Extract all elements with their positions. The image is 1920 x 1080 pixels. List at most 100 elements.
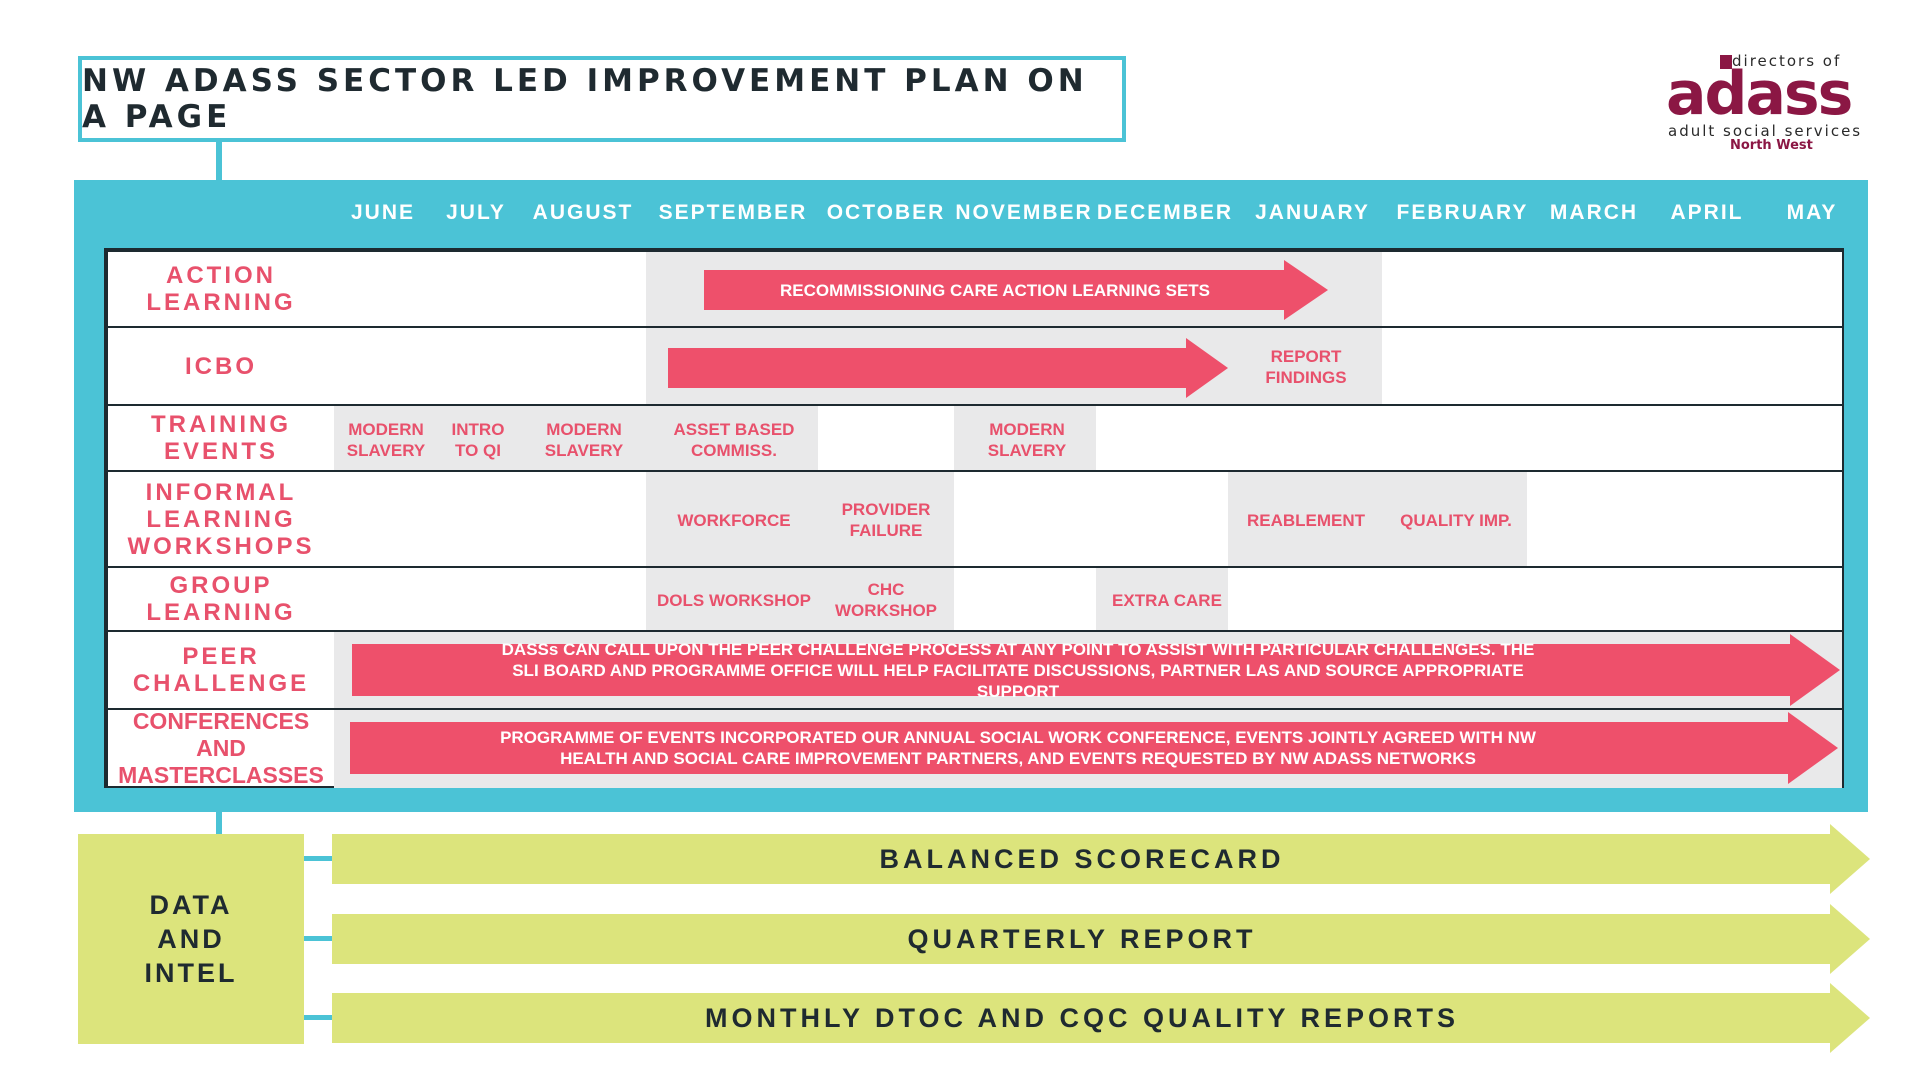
grid-cell <box>1643 568 1753 632</box>
training-september-asset-based: ASSET BASED COMMISS. <box>673 420 795 460</box>
grid-cell <box>1382 252 1529 328</box>
training-november-modern-slavery: MODERN SLAVERY <box>987 420 1067 460</box>
group-october-chc-workshop: CHC WORKSHOP <box>835 580 937 620</box>
logo-directors-text: directors of <box>1732 52 1842 70</box>
logo-brand-text: adass <box>1666 59 1853 129</box>
grid-cell <box>518 568 648 632</box>
grid-cell <box>1382 568 1529 632</box>
title-box: NW ADASS SECTOR LED IMPROVEMENT PLAN ON … <box>78 56 1126 142</box>
grid-cell <box>646 472 820 568</box>
grid-cell <box>1096 568 1238 632</box>
month-header-july: JULY <box>446 201 506 224</box>
grid-cell <box>334 406 436 472</box>
data-and-intel-box: DATA AND INTEL <box>78 834 304 1044</box>
balanced-scorecard-label: BALANCED SCORECARD <box>879 843 1285 874</box>
grid-cell <box>1382 406 1529 472</box>
month-header-february: FEBRUARY <box>1396 201 1529 224</box>
grid-cell <box>1643 252 1753 328</box>
month-header-may: MAY <box>1786 201 1838 224</box>
monthly-reports-label: MONTHLY DTOC AND CQC QUALITY REPORTS <box>704 1002 1460 1033</box>
grid-cell <box>1228 472 1384 568</box>
action-learning-arrowhead <box>1284 260 1328 320</box>
grid-cell <box>1228 328 1384 406</box>
informal-october-provider-failure: PROVIDER FAILURE <box>841 500 931 540</box>
grid-cell <box>1643 406 1753 472</box>
grid-cell <box>1527 472 1645 568</box>
training-july-intro-to-qi: INTRO TO QI <box>451 420 505 460</box>
grid-cell <box>954 472 1098 568</box>
row-label-icbo: ICBO <box>108 328 336 406</box>
group-december-extra-care: EXTRA CARE <box>1112 590 1222 610</box>
plan-grid: ACTION LEARNING ICBO TRAINING EVENTS INF… <box>104 248 1844 788</box>
grid-cell <box>434 406 520 472</box>
grid-cell <box>1643 328 1753 406</box>
quarterly-report-arrowhead <box>1830 904 1870 974</box>
grid-cell <box>434 328 520 406</box>
peer-challenge-arrow-text: DASSs CAN CALL UPON THE PEER CHALLENGE P… <box>501 639 1535 701</box>
data-connector-1 <box>304 856 332 861</box>
data-connector-2 <box>304 936 332 941</box>
grid-cell <box>1527 568 1645 632</box>
row-label-group-learning: GROUP LEARNING <box>108 568 336 632</box>
training-june-modern-slavery: MODERN SLAVERY <box>346 420 426 460</box>
grid-cell <box>518 472 648 568</box>
logo-d-box <box>1720 55 1732 69</box>
grid-cell <box>1527 252 1645 328</box>
row-label-action-learning: ACTION LEARNING <box>108 252 336 328</box>
grid-cell <box>334 472 436 568</box>
icbo-report-findings: REPORT FINDINGS <box>1265 347 1347 387</box>
group-september-dols-workshop: DOLS WORKSHOP <box>657 590 811 610</box>
grid-cell <box>1382 328 1529 406</box>
grid-cell <box>646 406 820 472</box>
informal-september-workforce: WORKFORCE <box>677 510 791 530</box>
grid-cell <box>954 568 1098 632</box>
adass-logo: directors of adass adult social services… <box>1660 52 1880 160</box>
panel-connector <box>216 812 222 836</box>
conferences-arrow <box>350 722 1790 774</box>
peer-challenge-arrow <box>352 644 1792 696</box>
month-header-june: JUNE <box>350 201 416 224</box>
grid-cell <box>1228 406 1384 472</box>
peer-challenge-arrowhead <box>1790 634 1840 706</box>
logo-subtitle-text: adult social services <box>1668 122 1863 140</box>
data-connector-3 <box>304 1015 332 1020</box>
month-header-august: AUGUST <box>532 201 634 224</box>
grid-cell <box>334 568 436 632</box>
icbo-arrowhead <box>1186 338 1228 398</box>
informal-january-reablement: REABLEMENT <box>1246 510 1366 530</box>
grid-cell <box>1096 472 1238 568</box>
grid-cell <box>1382 472 1529 568</box>
monthly-reports-arrowhead <box>1830 983 1870 1053</box>
grid-cell <box>1096 406 1238 472</box>
grid-cell <box>1228 568 1384 632</box>
grid-cell <box>434 252 520 328</box>
page-title: NW ADASS SECTOR LED IMPROVEMENT PLAN ON … <box>82 63 1088 135</box>
grid-cell <box>434 568 520 632</box>
grid-cell <box>1527 328 1645 406</box>
row-label-training-events: TRAINING EVENTS <box>108 406 336 472</box>
grid-cell <box>1751 252 1844 328</box>
grid-cell <box>434 472 520 568</box>
grid-cell <box>818 472 956 568</box>
grid-cell <box>1751 568 1844 632</box>
grid-cell <box>518 252 648 328</box>
balanced-scorecard-arrow <box>332 834 1832 884</box>
monthly-reports-arrow <box>332 993 1832 1043</box>
grid-cell <box>334 252 436 328</box>
grid-cell <box>1751 328 1844 406</box>
grid-cell <box>1751 406 1844 472</box>
month-header-october: OCTOBER <box>826 201 946 224</box>
grid-cell <box>954 406 1098 472</box>
row-label-informal-learning-workshops: INFORMAL LEARNING WORKSHOPS <box>108 472 336 568</box>
grid-cell <box>518 328 648 406</box>
month-header-december: DECEMBER <box>1096 201 1234 224</box>
icbo-arrow <box>668 348 1188 388</box>
month-header-september: SEPTEMBER <box>658 201 808 224</box>
logo-region-text: North West <box>1730 138 1813 153</box>
conferences-arrowhead <box>1788 712 1838 784</box>
quarterly-report-arrow <box>332 914 1832 964</box>
month-header-april: APRIL <box>1670 201 1744 224</box>
grid-cell <box>818 406 956 472</box>
grid-cell <box>1751 472 1844 568</box>
balanced-scorecard-arrowhead <box>1830 824 1870 894</box>
